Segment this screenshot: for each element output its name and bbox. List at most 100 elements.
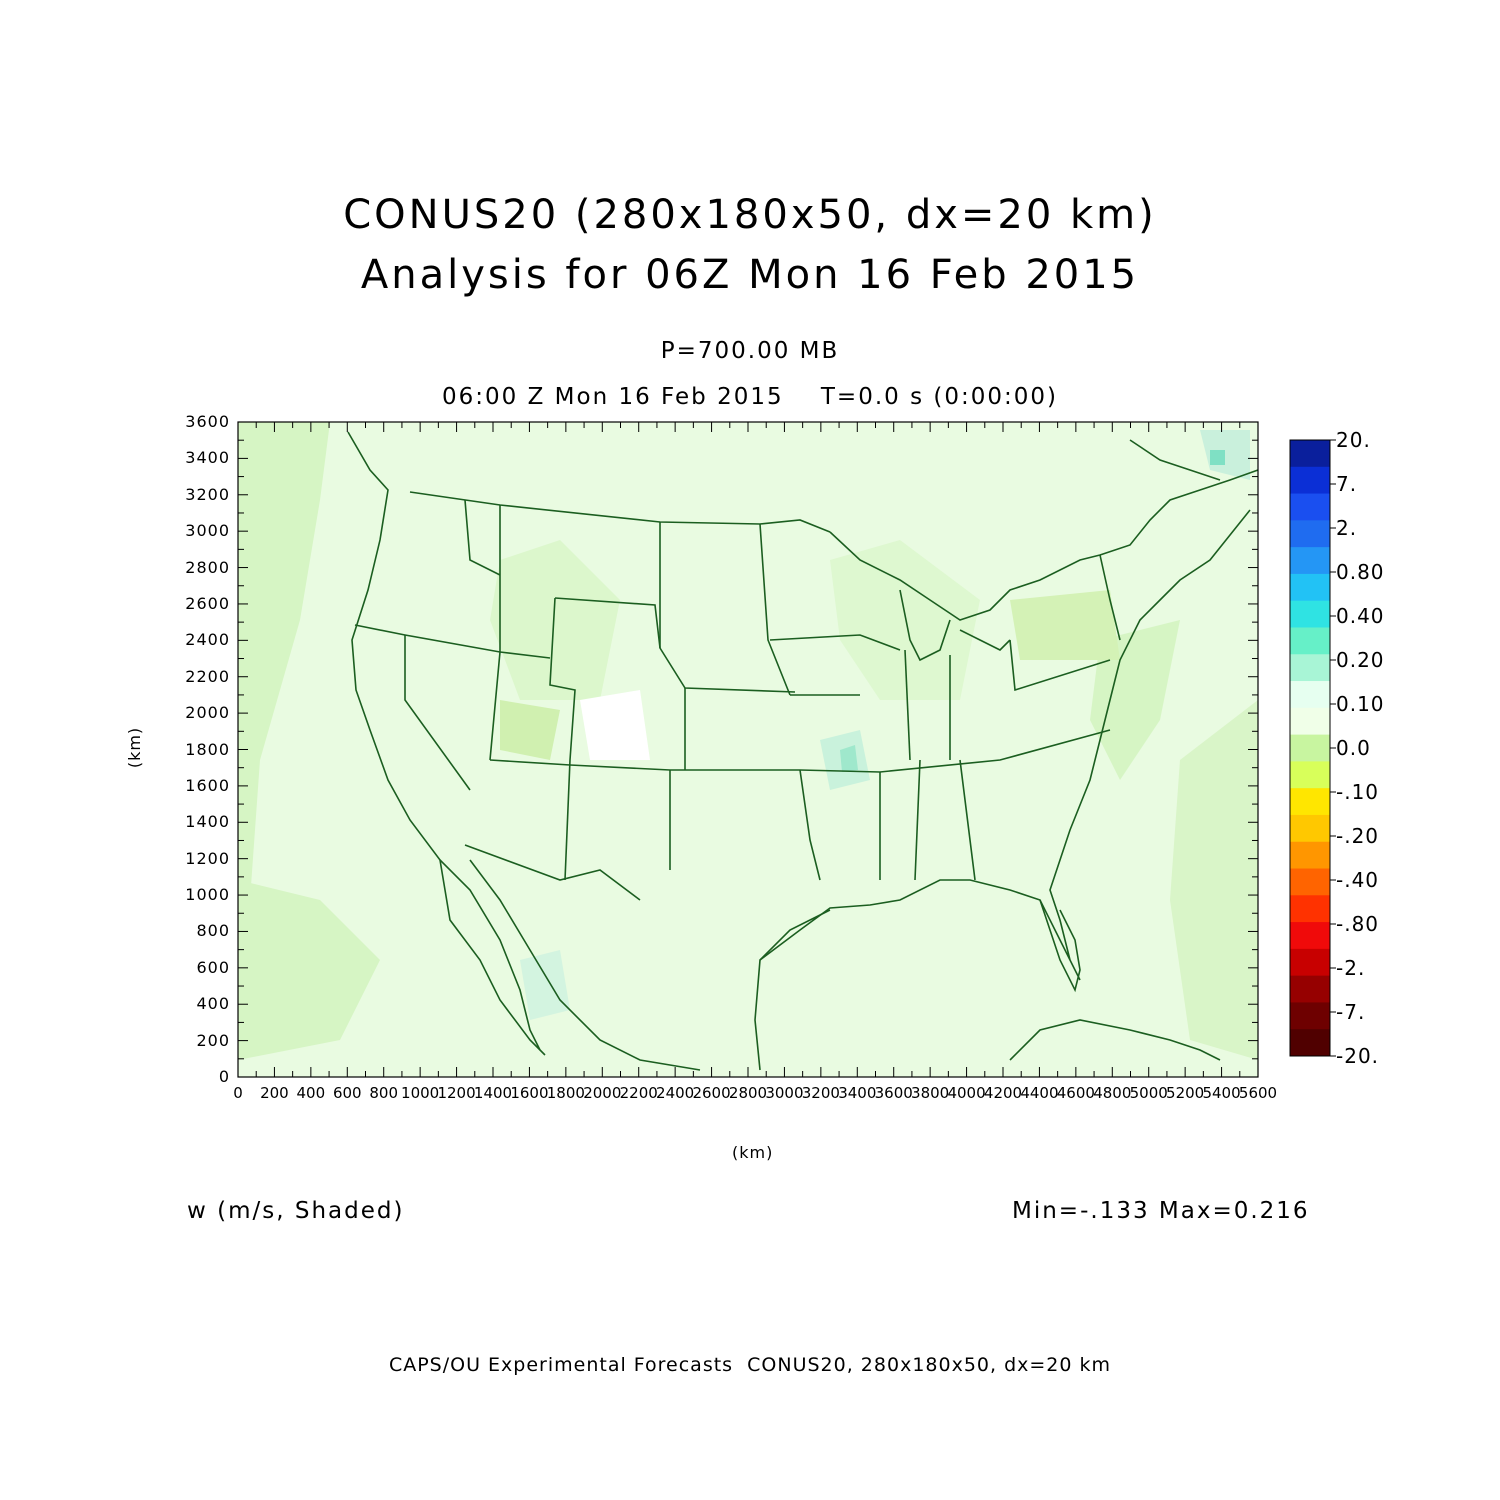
y-tick-label: 2400 — [185, 630, 230, 650]
colorbar-swatch — [1290, 520, 1330, 548]
footer-credit: CAPS/OU Experimental Forecasts CONUS20, … — [388, 1354, 1112, 1376]
x-tick-label: 800 — [369, 1084, 399, 1102]
colorbar-swatch — [1290, 707, 1330, 736]
y-tick-label: 3000 — [185, 521, 230, 541]
colorbar-label: 20. — [1336, 428, 1371, 452]
x-tick-label: 5000 — [1129, 1084, 1168, 1102]
y-tick-label: 1200 — [185, 848, 230, 868]
y-tick-label: 2600 — [185, 593, 230, 613]
x-tick-label: 3800 — [911, 1084, 950, 1102]
colorbar-label: -7. — [1336, 1000, 1366, 1024]
colorbar-swatch — [1290, 841, 1330, 870]
x-tick-label: 5600 — [1238, 1084, 1278, 1102]
axis-ticks — [237, 421, 1259, 1078]
w-field-shading — [238, 422, 1258, 1060]
y-tick-label: 1800 — [185, 739, 230, 759]
colorbar-label: -.10 — [1336, 780, 1380, 804]
colorbar-swatch — [1290, 1029, 1330, 1057]
valid-time: 06:00 Z Mon 16 Feb 2015 T=0.0 s (0:00:00… — [442, 384, 1058, 410]
y-tick-label: 3600 — [185, 412, 230, 431]
x-tick-label: 0 — [233, 1084, 243, 1102]
colorbar-swatch — [1290, 681, 1330, 709]
y-axis-label: (km) — [125, 726, 145, 769]
y-tick-label: 1600 — [185, 775, 230, 795]
x-tick-label: 1000 — [401, 1084, 440, 1102]
x-tick-label: 2600 — [692, 1084, 731, 1102]
y-tick-label: 400 — [196, 994, 230, 1014]
colorbar-label: 2. — [1336, 516, 1358, 540]
colorbar-swatch — [1290, 600, 1330, 628]
x-axis-label: (km) — [732, 1143, 774, 1162]
colorbar-label: -20. — [1336, 1044, 1380, 1068]
colorbar-swatch — [1290, 922, 1330, 950]
x-tick-label: 200 — [260, 1084, 289, 1102]
x-tick-label: 3600 — [874, 1084, 913, 1102]
y-tick-label: 600 — [196, 957, 230, 977]
x-tick-label: 1200 — [437, 1084, 476, 1102]
colorbar-swatch — [1290, 493, 1330, 521]
x-tick-label: 5200 — [1166, 1084, 1205, 1102]
map-panel — [237, 421, 1259, 1078]
colorbar — [1289, 439, 1336, 1057]
x-tick-label: 5400 — [1202, 1084, 1241, 1102]
colorbar-label: 0.80 — [1336, 560, 1385, 584]
x-tick-label: 2000 — [583, 1084, 622, 1102]
colorbar-label: 0.10 — [1336, 692, 1385, 716]
colorbar-label: 0.20 — [1336, 648, 1385, 672]
y-tick-label: 0 — [218, 1067, 230, 1086]
title-line-1: CONUS20 (280x180x50, dx=20 km) — [343, 192, 1157, 238]
x-tick-label: 1800 — [546, 1084, 585, 1102]
pressure-level: P=700.00 MB — [660, 338, 840, 364]
title-line-2: Analysis for 06Z Mon 16 Feb 2015 — [360, 252, 1140, 298]
y-tick-label: 3400 — [185, 448, 230, 468]
y-tick-label: 200 — [196, 1030, 230, 1050]
x-tick-label: 600 — [332, 1084, 362, 1102]
colorbar-swatch — [1290, 466, 1330, 495]
y-tick-label: 2200 — [185, 666, 230, 686]
map-background — [238, 422, 1258, 1077]
x-tick-label: 2400 — [656, 1084, 695, 1102]
x-tick-label: 1600 — [510, 1084, 549, 1102]
x-tick-label: 4200 — [983, 1084, 1023, 1102]
colorbar-swatch — [1290, 868, 1330, 896]
colorbar-label: 0.40 — [1336, 604, 1385, 628]
colorbar-swatch — [1290, 788, 1330, 816]
y-tick-label: 1000 — [185, 885, 230, 905]
colorbar-swatch — [1290, 975, 1330, 1003]
colorbar-swatch — [1290, 814, 1330, 843]
x-tick-label: 4800 — [1093, 1084, 1132, 1102]
x-tick-label: 3200 — [801, 1084, 840, 1102]
x-tick-label: 4400 — [1020, 1084, 1059, 1102]
y-tick-label: 2000 — [185, 703, 230, 723]
colorbar-swatch — [1290, 654, 1330, 682]
political-boundaries — [347, 431, 1259, 1071]
x-tick-label: 1400 — [473, 1084, 513, 1102]
min-max-label: Min=-.133 Max=0.216 — [1012, 1198, 1310, 1224]
colorbar-swatch — [1290, 948, 1330, 977]
x-tick-label: 4000 — [947, 1084, 986, 1102]
colorbar-label: -2. — [1336, 956, 1366, 980]
y-tick-label: 800 — [196, 921, 230, 941]
x-tick-label: 4600 — [1056, 1084, 1095, 1102]
colorbar-swatch — [1290, 440, 1330, 468]
colorbar-label: 0.0 — [1336, 736, 1371, 760]
colorbar-swatch — [1290, 761, 1330, 789]
colorbar-swatch — [1290, 895, 1330, 923]
x-tick-label: 3400 — [838, 1084, 877, 1102]
x-tick-label: 3000 — [765, 1084, 804, 1102]
colorbar-swatch — [1290, 1002, 1330, 1030]
colorbar-label: -.20 — [1336, 824, 1380, 848]
x-tick-label: 2200 — [619, 1084, 658, 1102]
field-label: w (m/s, Shaded) — [187, 1198, 405, 1224]
colorbar-swatch — [1290, 573, 1330, 602]
y-tick-label: 2800 — [185, 557, 230, 577]
colorbar-swatch — [1290, 627, 1330, 655]
colorbar-label: 7. — [1336, 472, 1358, 496]
colorbar-swatch — [1290, 734, 1330, 762]
x-tick-label: 2800 — [728, 1084, 768, 1102]
colorbar-label: -.80 — [1336, 912, 1380, 936]
y-tick-label: 3200 — [185, 484, 230, 504]
x-tick-label: 400 — [296, 1084, 326, 1102]
colorbar-swatch — [1290, 547, 1330, 575]
